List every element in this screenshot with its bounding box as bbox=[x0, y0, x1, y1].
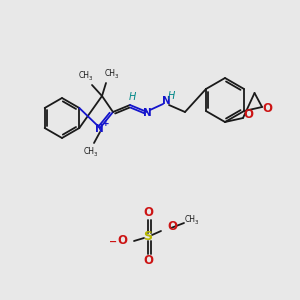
Text: H: H bbox=[167, 91, 175, 101]
Text: O: O bbox=[143, 206, 153, 220]
Text: N: N bbox=[94, 124, 103, 134]
Text: H: H bbox=[128, 92, 136, 102]
Text: CH: CH bbox=[184, 214, 196, 224]
Text: N: N bbox=[142, 108, 152, 118]
Text: O: O bbox=[243, 107, 253, 121]
Text: 3: 3 bbox=[114, 74, 118, 79]
Text: CH: CH bbox=[79, 70, 89, 80]
Text: 3: 3 bbox=[194, 220, 198, 224]
Text: CH: CH bbox=[83, 146, 94, 155]
Text: O: O bbox=[143, 254, 153, 268]
Text: O: O bbox=[262, 103, 272, 116]
Text: 3: 3 bbox=[88, 76, 92, 80]
Text: N: N bbox=[162, 96, 170, 106]
Text: S: S bbox=[143, 230, 152, 244]
Text: CH: CH bbox=[104, 68, 116, 77]
Text: +: + bbox=[102, 118, 110, 127]
Text: −: − bbox=[109, 237, 117, 247]
Text: 3: 3 bbox=[93, 152, 97, 157]
Text: O: O bbox=[117, 235, 127, 248]
Text: O: O bbox=[167, 220, 177, 233]
